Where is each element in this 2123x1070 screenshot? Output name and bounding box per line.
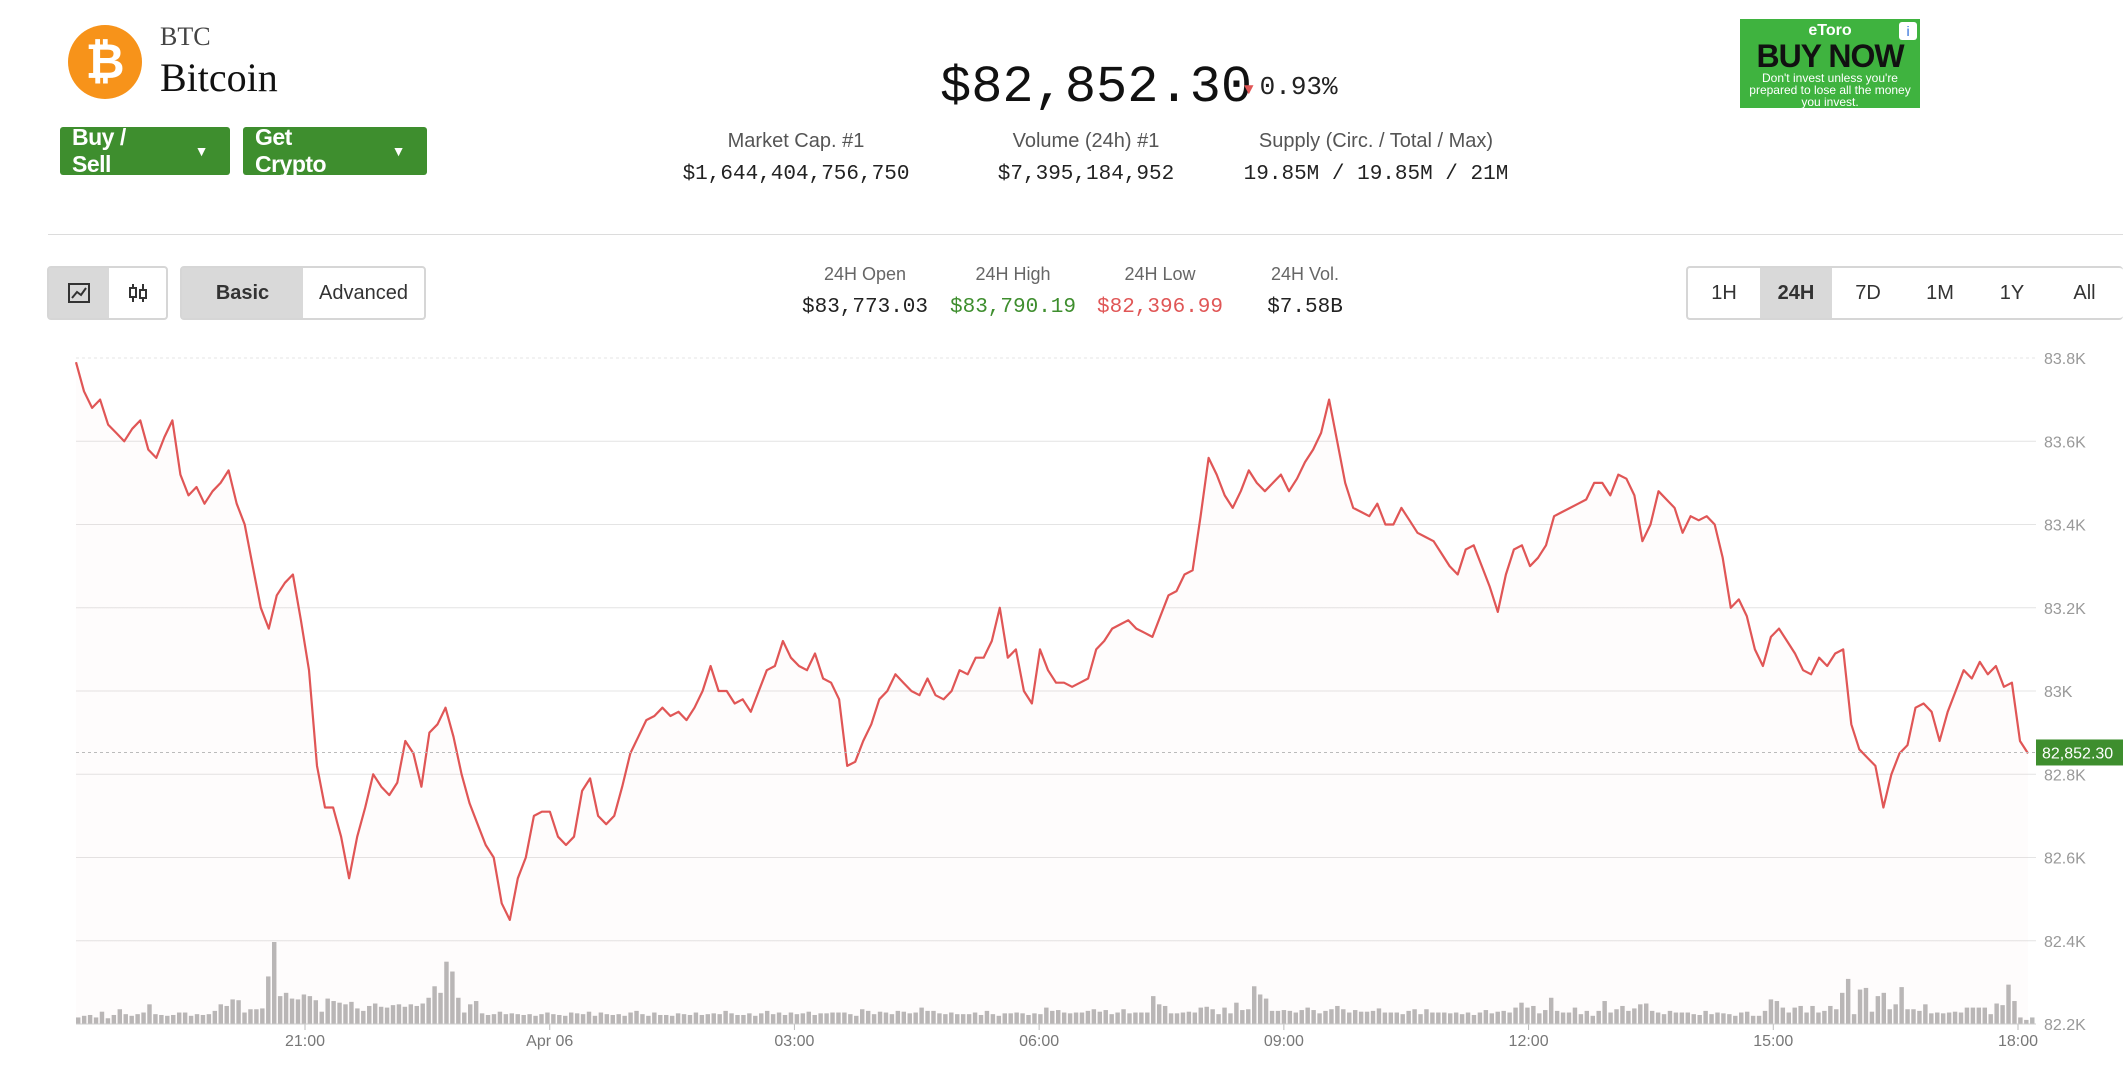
y-tick-label: 82.6K [2044, 851, 2086, 868]
get-crypto-label: Get Crypto [255, 124, 327, 177]
x-tick-label: 21:00 [285, 1033, 325, 1050]
chevron-down-icon: ▼ [391, 143, 406, 159]
header-divider [48, 234, 2123, 235]
x-tick-label: 18:00 [1998, 1033, 2038, 1050]
x-tick-label: 15:00 [1753, 1033, 1793, 1050]
ohlc-value-low: $82,396.99 [1096, 296, 1224, 319]
ohlc-value-open: $83,773.03 [801, 296, 929, 319]
price-change: ▼ 0.93% [1244, 72, 1338, 102]
ad-brand: eToro [1808, 22, 1852, 39]
ad-disclaimer: Don't invest unless you're prepared to l… [1749, 71, 1911, 109]
stat-value-market-cap: $1,644,404,756,750 [682, 163, 910, 186]
x-tick-label: 03:00 [774, 1033, 814, 1050]
ad-cta: BUY NOW [1756, 38, 1904, 74]
coin-symbol: BTC [160, 22, 211, 51]
range-1y[interactable]: 1Y [1999, 281, 2025, 304]
range-1m[interactable]: 1M [1926, 281, 1954, 304]
stat-label-volume: Volume (24h) #1 [1012, 130, 1160, 152]
mode-toggle: Basic Advanced [180, 266, 426, 320]
time-range-selector: 1H 24H 7D 1M 1Y All [1686, 266, 2123, 320]
current-price-tag [2036, 739, 2123, 766]
y-tick-label: 82.4K [2044, 934, 2086, 951]
x-tick-label: 12:00 [1509, 1033, 1549, 1050]
ohlc-label-volume: 24H Vol. [1270, 264, 1340, 284]
y-tick-label: 83.8K [2044, 351, 2086, 368]
stat-value-volume: $7,395,184,952 [997, 163, 1175, 186]
buy-sell-label: Buy / Sell [72, 124, 126, 177]
price-chart[interactable]: 83.8K 83.6K 83.4K 83.2K 83K 82.8K 82.6K 82.4K 82… [0, 340, 2123, 1060]
bitcoin-logo-icon: ₿ [68, 25, 142, 99]
chart-type-toggle [47, 266, 168, 320]
x-tick-label: 06:00 [1019, 1033, 1059, 1050]
y-tick-label: 83.2K [2044, 601, 2086, 618]
down-arrow-icon: ▼ [1244, 81, 1254, 99]
ohlc-value-volume: $7.58B [1267, 296, 1343, 319]
buy-sell-button[interactable]: Buy / Sell ▼ [60, 124, 230, 177]
advertisement-banner[interactable]: eToro BUY NOW Don't invest unless you're… [1740, 19, 1920, 108]
price-change-value: 0.93% [1259, 72, 1338, 102]
stat-value-supply: 19.85M / 19.85M / 21M [1243, 163, 1509, 186]
y-tick-label: 83.4K [2044, 518, 2086, 535]
info-icon[interactable]: i [1899, 22, 1917, 40]
range-24h[interactable]: 24H [1760, 268, 1832, 318]
coin-name: Bitcoin [160, 55, 278, 100]
y-tick-label: 82.8K [2044, 767, 2086, 784]
ohlc-label-low: 24H Low [1124, 264, 1196, 284]
chevron-down-icon: ▼ [194, 143, 209, 159]
stat-label-market-cap: Market Cap. #1 [727, 130, 865, 152]
x-tick-label: Apr 06 [526, 1033, 573, 1050]
line-chart-icon[interactable] [49, 268, 109, 318]
volume-bar [2030, 1017, 2035, 1024]
range-1h[interactable]: 1H [1711, 281, 1737, 304]
get-crypto-button[interactable]: Get Crypto ▼ [243, 124, 427, 177]
y-tick-label: 83.6K [2044, 434, 2086, 451]
ohlc-label-open: 24H Open [823, 264, 907, 284]
ohlc-label-high: 24H High [975, 264, 1051, 284]
mode-advanced[interactable]: Advanced [319, 281, 408, 304]
current-price: $82,852.30 [940, 58, 1253, 117]
price-line [74, 361, 2029, 921]
y-tick-label: 82.2K [2044, 1017, 2086, 1034]
current-price-label: 82,852.30 [2042, 745, 2113, 762]
x-tick-label: 09:00 [1264, 1033, 1304, 1050]
stat-label-supply: Supply (Circ. / Total / Max) [1258, 130, 1494, 152]
ohlc-value-high: $83,790.19 [949, 296, 1077, 319]
y-tick-label: 83K [2044, 684, 2073, 701]
price-area [76, 362, 2028, 1024]
mode-basic[interactable]: Basic [182, 268, 303, 318]
candlestick-icon[interactable] [109, 268, 166, 318]
range-7d[interactable]: 7D [1855, 281, 1881, 304]
range-all[interactable]: All [2073, 281, 2096, 304]
